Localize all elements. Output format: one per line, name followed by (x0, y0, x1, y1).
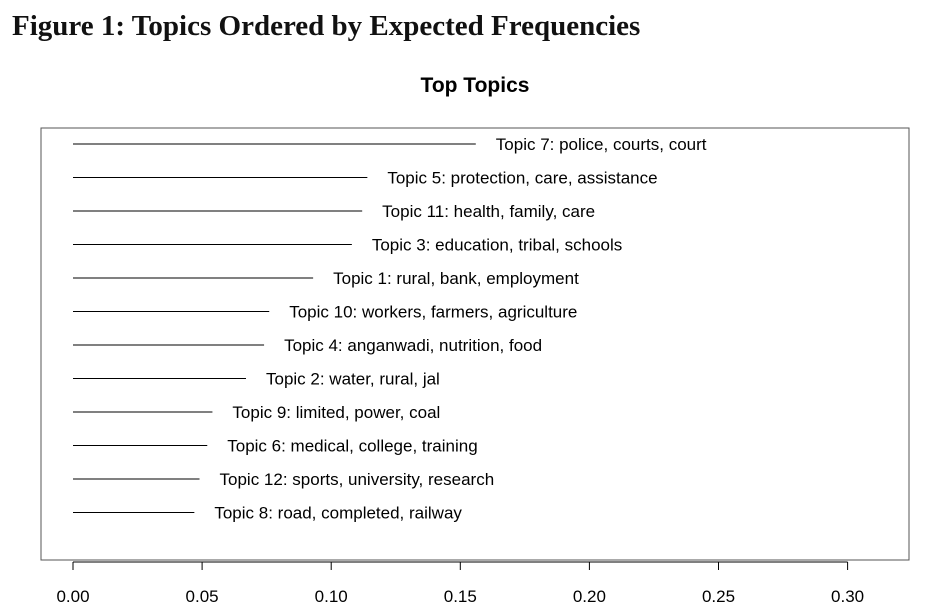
x-tick-label: 0.25 (702, 587, 735, 606)
figure-title: Figure 1: Topics Ordered by Expected Fre… (12, 10, 641, 42)
topic-label: Topic 3: education, tribal, schools (372, 236, 622, 255)
topic-label: Topic 8: road, completed, railway (214, 504, 462, 523)
topic-label: Topic 4: anganwadi, nutrition, food (284, 336, 542, 355)
topic-label: Topic 11: health, family, care (382, 202, 595, 221)
chart-title: Top Topics (421, 74, 530, 97)
topic-label: Topic 6: medical, college, training (227, 437, 477, 456)
topic-label: Topic 10: workers, farmers, agriculture (289, 303, 577, 322)
topic-label: Topic 7: police, courts, court (496, 135, 707, 154)
x-tick-label: 0.30 (831, 587, 864, 606)
topic-label: Topic 9: limited, power, coal (232, 403, 440, 422)
x-tick-label: 0.15 (444, 587, 477, 606)
topic-label: Topic 1: rural, bank, employment (333, 269, 579, 288)
x-tick-label: 0.20 (573, 587, 606, 606)
plot-frame (40, 127, 910, 561)
topic-label: Topic 5: protection, care, assistance (387, 169, 657, 188)
x-tick-label: 0.05 (186, 587, 219, 606)
topic-label: Topic 2: water, rural, jal (266, 370, 440, 389)
x-tick-label: 0.00 (56, 587, 89, 606)
topic-label: Topic 12: sports, university, research (220, 470, 495, 489)
x-tick-label: 0.10 (315, 587, 348, 606)
